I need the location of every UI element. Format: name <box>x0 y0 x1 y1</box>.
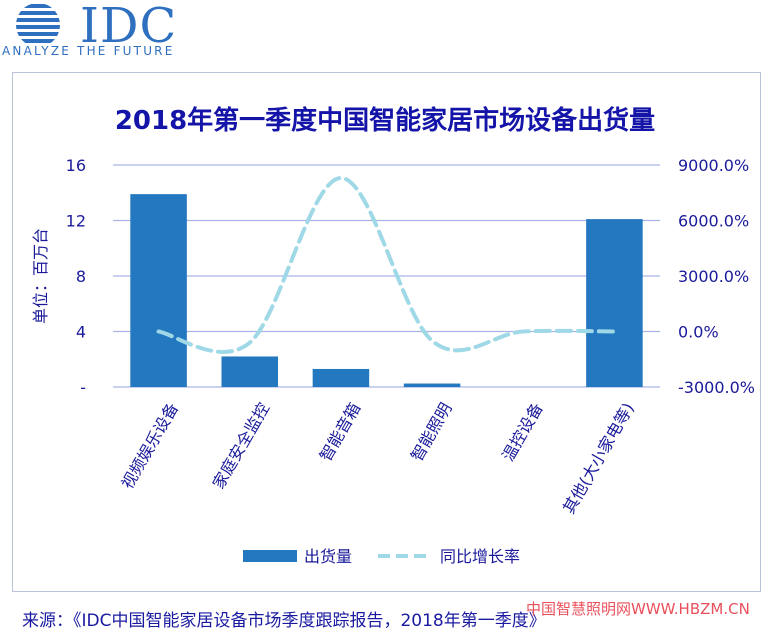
y2-tick-label: 0.0% <box>678 323 719 342</box>
y2-tick-label: 6000.0% <box>678 212 749 231</box>
globe-icon <box>16 4 60 43</box>
chart: - 4 8 12 16 -3000.0% 0.0% 3000.0% 6000.0% 9000.0%… <box>31 156 755 566</box>
x-tick-label: 智能音箱 <box>316 400 364 465</box>
watermark: 中国智慧照明网WWW.HBZM.CN <box>526 600 750 618</box>
y-axis-label: 单位：百万台 <box>31 228 50 324</box>
logo-text: IDC <box>80 0 178 54</box>
y2-tick-label: 3000.0% <box>678 267 749 286</box>
source-note: 来源：《IDC中国智能家居设备市场季度跟踪报告，2018年第一季度》 <box>22 611 546 631</box>
legend-label: 出货量 <box>304 547 352 566</box>
bar <box>312 368 370 387</box>
y-tick-label: 12 <box>66 212 86 231</box>
x-tick-label: 智能照明 <box>407 400 455 465</box>
bar <box>586 219 643 387</box>
y-tick-label: 4 <box>76 323 86 342</box>
bar <box>403 383 461 387</box>
x-tick-label: 视频娱乐设备 <box>118 400 182 493</box>
legend-label: 同比增长率 <box>440 547 520 566</box>
legend-swatch-bar <box>243 550 297 562</box>
y-tick-label: 8 <box>76 267 86 286</box>
bar <box>221 356 279 387</box>
logo-tagline: ANALYZE THE FUTURE <box>2 44 175 58</box>
y-tick-label: 16 <box>66 156 86 175</box>
x-tick-label: 温控设备 <box>498 400 546 465</box>
idc-logo: IDC <box>6 0 196 64</box>
y2-tick-label: -3000.0% <box>678 378 755 397</box>
y2-tick-label: 9000.0% <box>678 156 749 175</box>
x-tick-label: 其他(大小家电等) <box>559 400 638 517</box>
chart-title: 2018年第一季度中国智能家居市场设备出货量 <box>114 106 656 136</box>
y-tick-label: - <box>80 378 86 397</box>
growth-rate-line <box>156 175 617 354</box>
bar <box>130 194 187 387</box>
x-tick-label: 家庭安全监控 <box>209 400 273 493</box>
